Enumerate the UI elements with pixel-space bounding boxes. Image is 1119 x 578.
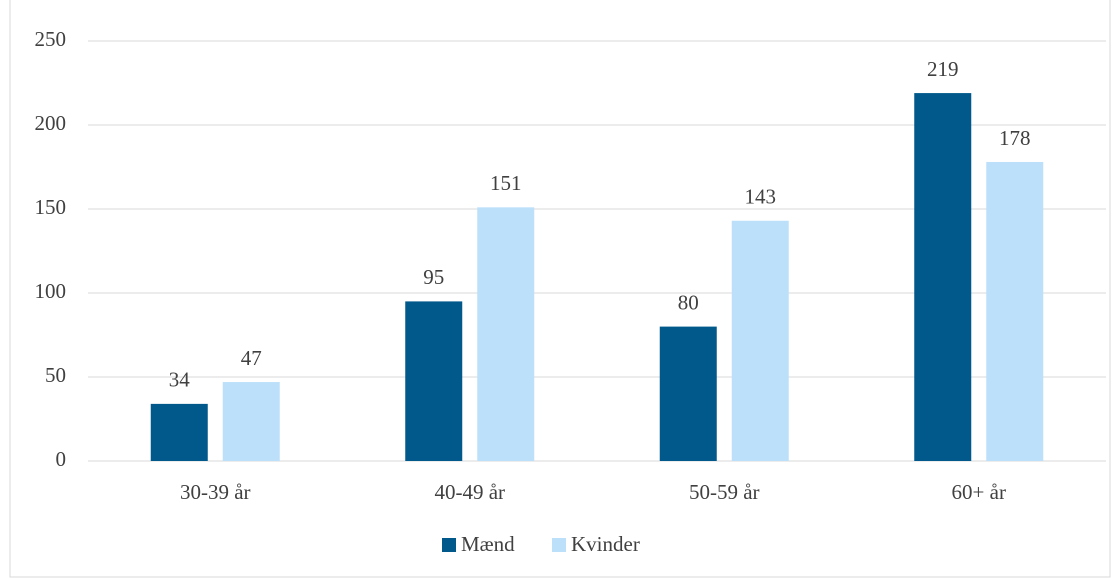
data-label: 95 xyxy=(423,265,444,289)
bar xyxy=(477,207,535,461)
legend-label: Kvinder xyxy=(571,532,640,556)
y-tick-label: 250 xyxy=(35,27,67,51)
x-tick-label: 40-49 år xyxy=(434,480,505,504)
data-label: 143 xyxy=(745,185,777,209)
data-label: 219 xyxy=(927,57,959,81)
x-tick-label: 30-39 år xyxy=(180,480,251,504)
y-tick-label: 150 xyxy=(35,195,67,219)
bar xyxy=(405,301,463,461)
bar xyxy=(150,403,208,461)
data-label: 47 xyxy=(241,346,262,370)
bar xyxy=(914,93,972,461)
data-label: 178 xyxy=(999,126,1031,150)
y-tick-label: 0 xyxy=(56,447,67,471)
data-label: 80 xyxy=(678,290,699,314)
bar xyxy=(659,326,717,461)
data-label: 34 xyxy=(169,368,191,392)
bar xyxy=(731,220,789,461)
legend-swatch xyxy=(552,538,566,552)
y-tick-label: 50 xyxy=(45,363,66,387)
bar xyxy=(222,382,280,461)
y-tick-label: 100 xyxy=(35,279,67,303)
x-tick-label: 60+ år xyxy=(952,480,1006,504)
y-tick-label: 200 xyxy=(35,111,67,135)
bar xyxy=(986,161,1044,461)
legend-label: Mænd xyxy=(461,532,515,556)
data-label: 151 xyxy=(490,171,522,195)
x-tick-label: 50-59 år xyxy=(689,480,760,504)
legend-swatch xyxy=(442,538,456,552)
